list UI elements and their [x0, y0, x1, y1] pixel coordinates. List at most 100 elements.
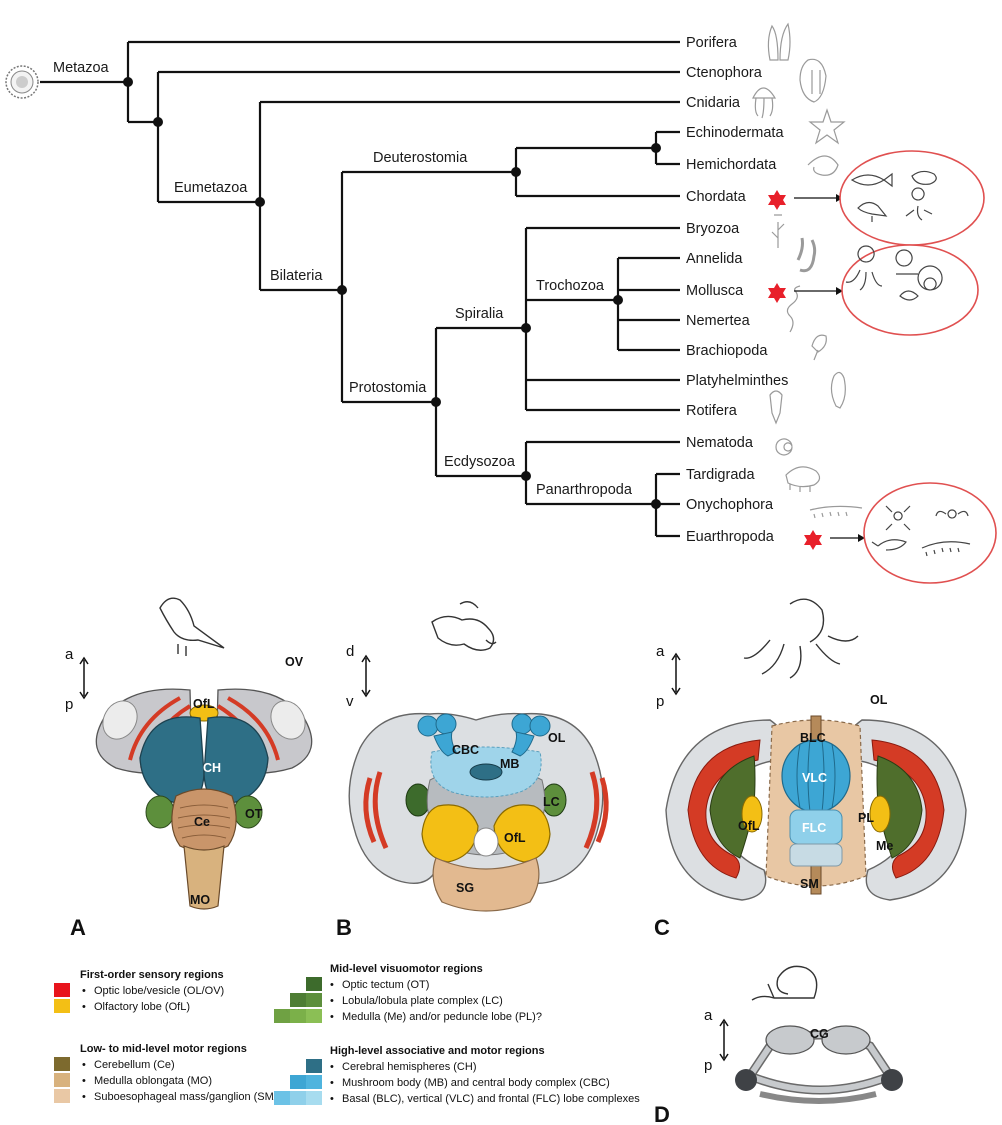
legend-swatch [54, 999, 70, 1013]
label-pl-c: PL [858, 811, 874, 825]
label-ch-a: CH [203, 761, 221, 775]
axis-label-posterior-d: p [704, 1057, 712, 1074]
octopus-silhouette-icon [743, 598, 859, 679]
pedal-ganglion-left [735, 1069, 757, 1091]
medulla-oblongata [183, 845, 225, 910]
bivalve-icon [899, 290, 919, 301]
label-mo-a: MO [190, 893, 210, 907]
arrowhead-icon [836, 287, 843, 295]
label-me-c: Me [876, 839, 893, 853]
legend: First-order sensory regions • Optic lobe… [54, 963, 640, 1105]
bird-icon [857, 201, 888, 222]
shrimp-icon [871, 539, 907, 551]
sea-star-icon [808, 108, 846, 145]
taxon-organism-sketches [752, 22, 863, 519]
taxon-label: Annelida [686, 251, 743, 267]
optic-lobe-right [845, 719, 967, 901]
axis-label-anterior-d: a [704, 1007, 713, 1024]
legend-swatch [54, 1089, 70, 1103]
pedal-ganglion-right [881, 1069, 903, 1091]
label-ot-a: OT [245, 807, 263, 821]
legend-item: Suboesophageal mass/ganglion (SM/SG) [94, 1091, 296, 1103]
legend-group-title: Low- to mid-level motor regions [80, 1043, 247, 1055]
legend-item: Lobula/lobula plate complex (LC) [342, 995, 503, 1007]
svg-text:•: • [330, 1011, 334, 1023]
label-cbc-b: CBC [452, 743, 479, 757]
axis-arrow-a [79, 656, 89, 700]
taxon-label: Brachiopoda [686, 343, 768, 359]
clade-label-panarthropoda: Panarthropoda [536, 482, 633, 498]
chordata-examples-circle [839, 150, 985, 246]
legend-swatch [54, 1073, 70, 1087]
label-cg-d: CG [810, 1027, 829, 1041]
brachiopod-icon [811, 334, 827, 361]
monkey-icon [905, 187, 933, 221]
label-lc-b: LC [543, 795, 560, 809]
legend-swatch [54, 983, 70, 997]
nematode-icon [775, 438, 793, 456]
spider-icon [885, 505, 911, 531]
star-icon [768, 283, 786, 303]
fly-icon [935, 509, 969, 519]
svg-text:•: • [82, 985, 86, 997]
svg-text:•: • [330, 1061, 334, 1073]
cerebral-ganglion-right [821, 1025, 871, 1055]
taxon-label: Chordata [686, 189, 747, 205]
lobula-complex-left [405, 783, 431, 817]
svg-text:•: • [330, 979, 334, 991]
optic-lobe-left [665, 719, 787, 901]
millipede-icon [921, 541, 971, 557]
taxon-label: Echinodermata [686, 125, 784, 141]
legend-item: Cerebral hemispheres (CH) [342, 1061, 477, 1073]
bryozoan-icon [771, 214, 785, 248]
taxon-label: Bryozoa [686, 221, 740, 237]
legend-item: Basal (BLC), vertical (VLC) and frontal … [342, 1093, 640, 1105]
bee-silhouette-icon [431, 601, 497, 651]
star-icon [804, 530, 822, 550]
svg-text:•: • [330, 1093, 334, 1105]
legend-item: Cerebellum (Ce) [94, 1059, 175, 1071]
panel-letter-a: A [70, 915, 86, 940]
medulla-left [687, 739, 761, 879]
legend-swatch [54, 1057, 70, 1071]
label-ce-a: Ce [194, 815, 210, 829]
sponge-icon [767, 22, 791, 61]
axis-label-anterior: a [65, 646, 74, 663]
snail-silhouette-icon [751, 965, 818, 1001]
label-vlc-c: VLC [802, 771, 827, 785]
nautilus-icon [917, 265, 943, 291]
olfactory-lobe-c [741, 795, 763, 833]
clade-label-ecdysozoa: Ecdysozoa [444, 454, 516, 470]
clade-label-eumetazoa: Eumetazoa [174, 180, 248, 196]
panel-letter-b: B [336, 915, 352, 940]
legend-item: Optic lobe/vesicle (OL/OV) [94, 985, 224, 997]
svg-text:•: • [82, 1059, 86, 1071]
taxon-label: Mollusca [686, 283, 744, 299]
clade-labels: Metazoa Eumetazoa Bilateria Deuterostomi… [53, 60, 633, 498]
clade-label-bilateria: Bilateria [270, 268, 323, 284]
taxon-label: Nematoda [686, 435, 754, 451]
taxon-label: Cnidaria [686, 95, 741, 111]
central-body-complex [469, 763, 503, 781]
clade-label-spiralia: Spiralia [455, 306, 504, 322]
euarthropoda-examples-circle [863, 482, 997, 584]
arrowhead-icon [858, 534, 865, 542]
label-ofl-c: OfL [738, 819, 760, 833]
label-flc-c: FLC [802, 821, 826, 835]
tardigrade-icon [785, 466, 821, 492]
taxon-label: Tardigrada [686, 467, 755, 483]
suboesophageal-ganglion [432, 857, 540, 912]
taxon-label: Euarthropoda [686, 529, 775, 545]
label-ov-a: OV [285, 655, 304, 669]
label-sg-b: SG [456, 881, 474, 895]
olfactory-lobe-b-left [421, 804, 479, 863]
snail-icon [895, 249, 918, 275]
axis-label-posterior-c: p [656, 693, 664, 710]
tree-nodes [123, 77, 661, 509]
svg-text:•: • [330, 1077, 334, 1089]
highlight-markers [768, 150, 997, 584]
axis-label-ventral: v [346, 693, 354, 710]
taxon-labels: Porifera Ctenophora Cnidaria Echinoderma… [686, 35, 788, 545]
medulla-right [871, 739, 945, 879]
svg-text:•: • [82, 1091, 86, 1103]
